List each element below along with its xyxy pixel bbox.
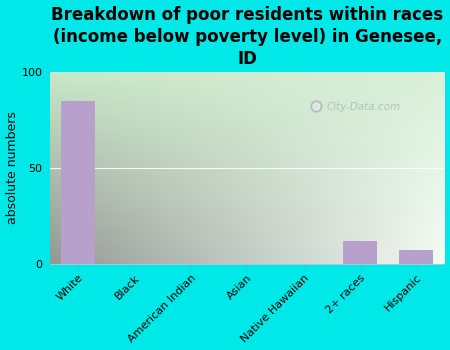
Text: City-Data.com: City-Data.com xyxy=(326,102,400,112)
Y-axis label: absolute numbers: absolute numbers xyxy=(5,112,18,224)
Bar xyxy=(399,250,433,264)
Bar xyxy=(343,241,377,264)
Bar xyxy=(61,101,95,264)
Title: Breakdown of poor residents within races
(income below poverty level) in Genesee: Breakdown of poor residents within races… xyxy=(51,6,443,68)
